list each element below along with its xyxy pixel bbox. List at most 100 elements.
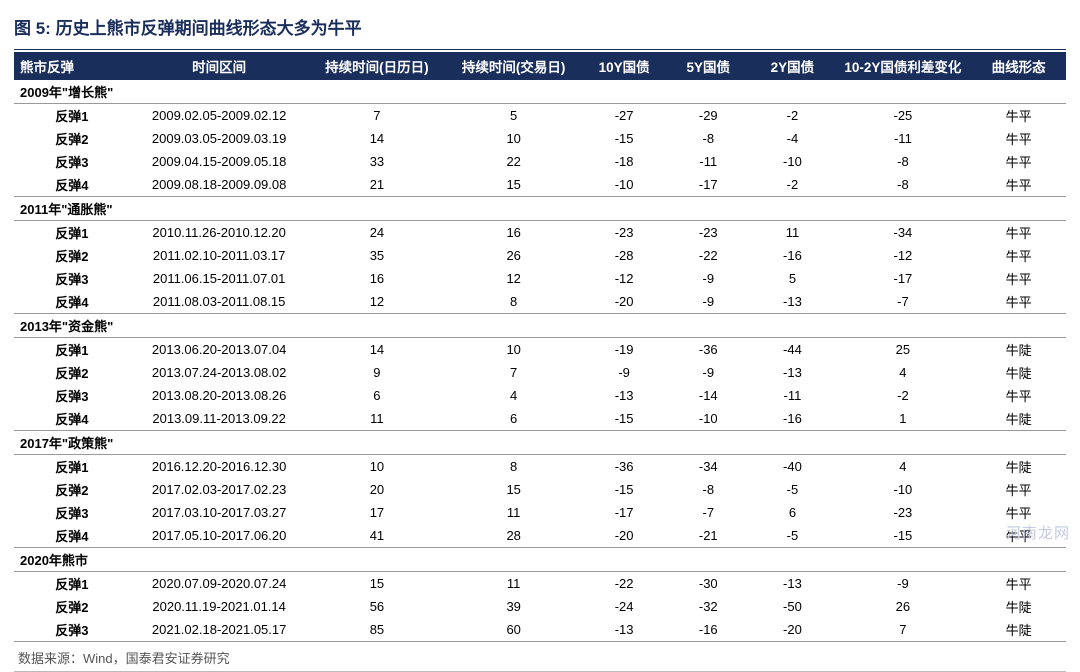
table-cell: 牛平 xyxy=(971,384,1066,407)
table-row: 反弹12013.06.20-2013.07.041410-19-36-4425牛… xyxy=(14,338,1066,362)
table-cell: 反弹3 xyxy=(14,384,130,407)
col-header: 曲线形态 xyxy=(971,52,1066,80)
table-cell: 12 xyxy=(309,290,446,314)
table-cell: -9 xyxy=(666,361,750,384)
table-cell: -7 xyxy=(835,290,972,314)
table-cell: 6 xyxy=(309,384,446,407)
table-cell: 8 xyxy=(445,455,582,479)
figure-title: 图 5: 历史上熊市反弹期间曲线形态大多为牛平 xyxy=(14,10,1066,43)
table-row: 反弹22011.02.10-2011.03.173526-28-22-16-12… xyxy=(14,244,1066,267)
section-label: 2009年"增长熊" xyxy=(14,80,1066,104)
table-row: 反弹32013.08.20-2013.08.2664-13-14-11-2牛平 xyxy=(14,384,1066,407)
table-cell: -4 xyxy=(750,127,834,150)
table-cell: -13 xyxy=(750,572,834,596)
table-cell: 2009.04.15-2009.05.18 xyxy=(130,150,309,173)
bear-bounce-table: 熊市反弹 时间区间 持续时间(日历日) 持续时间(交易日) 10Y国债 5Y国债… xyxy=(14,52,1066,642)
table-cell: -23 xyxy=(582,221,666,245)
table-cell: 反弹2 xyxy=(14,127,130,150)
table-cell: 10 xyxy=(309,455,446,479)
table-cell: 28 xyxy=(445,524,582,548)
col-header: 10Y国债 xyxy=(582,52,666,80)
table-cell: 牛平 xyxy=(971,127,1066,150)
table-cell: 反弹3 xyxy=(14,501,130,524)
table-cell: 7 xyxy=(445,361,582,384)
table-cell: -27 xyxy=(582,104,666,128)
table-cell: 85 xyxy=(309,618,446,642)
table-cell: 反弹1 xyxy=(14,455,130,479)
table-cell: 14 xyxy=(309,127,446,150)
table-cell: -15 xyxy=(835,524,972,548)
data-source: 数据来源：Wind，国泰君安证券研究 xyxy=(14,642,1066,667)
table-cell: 16 xyxy=(445,221,582,245)
section-row: 2020年熊市 xyxy=(14,548,1066,572)
header-row: 熊市反弹 时间区间 持续时间(日历日) 持续时间(交易日) 10Y国债 5Y国债… xyxy=(14,52,1066,80)
section-row: 2017年"政策熊" xyxy=(14,431,1066,455)
table-row: 反弹12020.07.09-2020.07.241511-22-30-13-9牛… xyxy=(14,572,1066,596)
watermark: 河南龙网 xyxy=(1006,522,1070,543)
table-cell: -44 xyxy=(750,338,834,362)
table-cell: 反弹3 xyxy=(14,618,130,642)
table-row: 反弹32011.06.15-2011.07.011612-12-95-17牛平 xyxy=(14,267,1066,290)
table-cell: 2009.03.05-2009.03.19 xyxy=(130,127,309,150)
table-cell: -13 xyxy=(750,361,834,384)
table-cell: 2016.12.20-2016.12.30 xyxy=(130,455,309,479)
table-cell: -28 xyxy=(582,244,666,267)
table-row: 反弹22013.07.24-2013.08.0297-9-9-134牛陡 xyxy=(14,361,1066,384)
table-cell: 15 xyxy=(445,478,582,501)
table-cell: 14 xyxy=(309,338,446,362)
table-cell: 60 xyxy=(445,618,582,642)
table-cell: -8 xyxy=(666,478,750,501)
table-cell: -30 xyxy=(666,572,750,596)
table-cell: 牛陡 xyxy=(971,407,1066,431)
table-cell: 牛平 xyxy=(971,150,1066,173)
table-cell: 2017.05.10-2017.06.20 xyxy=(130,524,309,548)
table-cell: -9 xyxy=(582,361,666,384)
section-row: 2013年"资金熊" xyxy=(14,314,1066,338)
table-cell: -15 xyxy=(582,127,666,150)
table-cell: 反弹1 xyxy=(14,104,130,128)
col-header: 5Y国债 xyxy=(666,52,750,80)
table-cell: -5 xyxy=(750,478,834,501)
title-separator xyxy=(14,49,1066,50)
table-cell: 11 xyxy=(750,221,834,245)
table-cell: 8 xyxy=(445,290,582,314)
table-cell: 2013.09.11-2013.09.22 xyxy=(130,407,309,431)
table-cell: -34 xyxy=(835,221,972,245)
table-cell: -40 xyxy=(750,455,834,479)
table-cell: 反弹2 xyxy=(14,478,130,501)
table-cell: 反弹1 xyxy=(14,572,130,596)
table-cell: 16 xyxy=(309,267,446,290)
table-cell: -23 xyxy=(835,501,972,524)
table-cell: -9 xyxy=(666,290,750,314)
table-cell: -11 xyxy=(835,127,972,150)
table-cell: 2021.02.18-2021.05.17 xyxy=(130,618,309,642)
table-cell: 2013.06.20-2013.07.04 xyxy=(130,338,309,362)
table-cell: 反弹2 xyxy=(14,361,130,384)
table-cell: -5 xyxy=(750,524,834,548)
table-row: 反弹12009.02.05-2009.02.1275-27-29-2-25牛平 xyxy=(14,104,1066,128)
table-cell: 26 xyxy=(835,595,972,618)
table-cell: 10 xyxy=(445,338,582,362)
table-cell: 17 xyxy=(309,501,446,524)
table-cell: -15 xyxy=(582,407,666,431)
table-cell: 2013.08.20-2013.08.26 xyxy=(130,384,309,407)
table-cell: 11 xyxy=(309,407,446,431)
table-cell: 反弹4 xyxy=(14,173,130,197)
table-cell: -2 xyxy=(750,173,834,197)
table-cell: 24 xyxy=(309,221,446,245)
table-row: 反弹12016.12.20-2016.12.30108-36-34-404牛陡 xyxy=(14,455,1066,479)
col-header: 持续时间(日历日) xyxy=(309,52,446,80)
table-cell: 2009.02.05-2009.02.12 xyxy=(130,104,309,128)
table-cell: 5 xyxy=(750,267,834,290)
table-cell: -2 xyxy=(835,384,972,407)
table-cell: 牛平 xyxy=(971,244,1066,267)
table-cell: -12 xyxy=(835,244,972,267)
table-cell: 2011.08.03-2011.08.15 xyxy=(130,290,309,314)
table-cell: -10 xyxy=(835,478,972,501)
table-cell: 牛平 xyxy=(971,501,1066,524)
table-cell: 反弹3 xyxy=(14,150,130,173)
table-cell: 反弹1 xyxy=(14,338,130,362)
table-row: 反弹42013.09.11-2013.09.22116-15-10-161牛陡 xyxy=(14,407,1066,431)
table-cell: -13 xyxy=(582,384,666,407)
table-cell: 2020.07.09-2020.07.24 xyxy=(130,572,309,596)
